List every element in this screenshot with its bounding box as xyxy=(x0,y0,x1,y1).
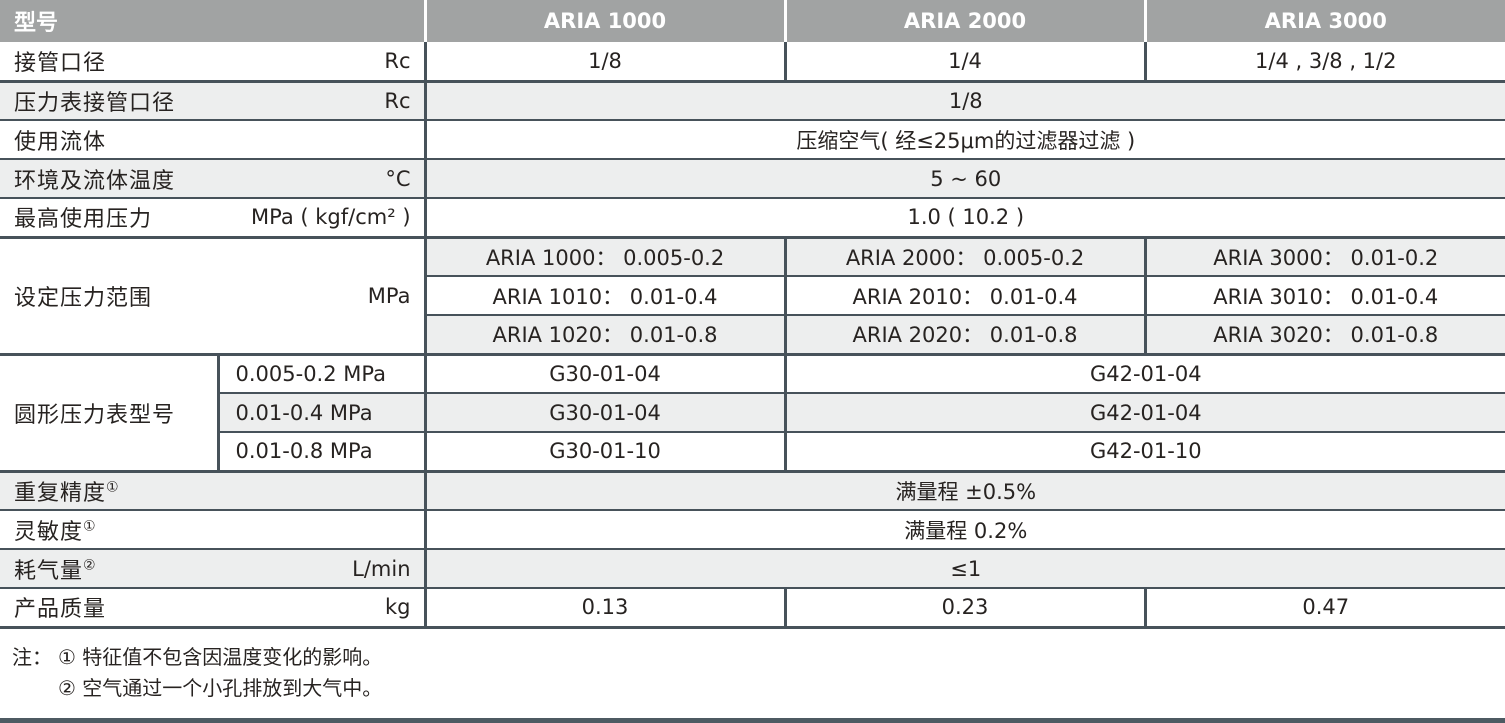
row-label: 最高使用压力 xyxy=(14,207,153,233)
row-port-size: 接管口径 Rc 1/8 1/4 1/4 , 3/8 , 1/2 xyxy=(0,42,1505,81)
footnotes: 注： ① 特征值不包含因温度变化的影响。 ② 空气通过一个小孔排放到大气中。 xyxy=(0,629,1505,719)
temperature-label-cell: 环境及流体温度 °C xyxy=(0,158,426,198)
header-model-label: 型号 xyxy=(0,0,426,42)
footnote-line-2: ② 空气通过一个小孔排放到大气中。 xyxy=(12,673,1505,704)
row-fluid: 使用流体 压缩空气( 经≤25μm的过滤器过滤 ) xyxy=(0,119,1505,159)
set-pressure-aria1020: ARIA 1020： 0.01-0.8 xyxy=(423,314,786,354)
gauge-port-value: 1/8 xyxy=(423,79,1505,120)
footnote-text-1: ① 特征值不包含因温度变化的影响。 xyxy=(58,644,383,669)
row-label: 设定压力范围 xyxy=(14,285,153,311)
row-gauge-model-1: 圆形压力表型号 0.005-0.2 MPa G30-01-04 G42-01-0… xyxy=(0,352,1505,471)
weight-aria1000: 0.13 xyxy=(423,587,786,627)
air-consumption-value: ≤1 xyxy=(423,548,1505,588)
gauge-model-range-1: 0.005-0.2 MPa xyxy=(216,352,426,393)
weight-aria2000: 0.23 xyxy=(783,587,1146,627)
row-unit: MPa xyxy=(367,283,411,308)
row-gauge-model-3: 0.01-0.8 MPa G30-01-10 G42-01-10 xyxy=(0,431,1505,471)
footnote-text-2: ② 空气通过一个小孔排放到大气中。 xyxy=(58,675,383,700)
header-col-aria-2000: ARIA 2000 xyxy=(783,0,1146,42)
table-header-row: 型号 ARIA 1000 ARIA 2000 ARIA 3000 xyxy=(0,0,1505,42)
row-set-pressure-3: ARIA 1020： 0.01-0.8 ARIA 2020： 0.01-0.8 … xyxy=(0,314,1505,354)
fluid-label-cell: 使用流体 xyxy=(0,119,426,159)
gauge-model-g30-1: G30-01-04 xyxy=(423,352,786,393)
set-pressure-label-cell: 设定压力范围 MPa xyxy=(0,235,426,354)
row-weight: 产品质量 kg 0.13 0.23 0.47 xyxy=(0,587,1505,627)
page-bottom-rule xyxy=(0,718,1505,723)
max-pressure-value: 1.0 ( 10.2 ) xyxy=(423,197,1505,237)
max-pressure-label-cell: 最高使用压力 MPa ( kgf/cm² ) xyxy=(0,197,426,237)
row-label: 压力表接管口径 xyxy=(14,90,176,116)
weight-aria3000: 0.47 xyxy=(1143,587,1505,627)
port-size-aria3000: 1/4 , 3/8 , 1/2 xyxy=(1143,42,1505,81)
note-ref-2-icon: ② xyxy=(83,557,97,574)
row-max-pressure: 最高使用压力 MPa ( kgf/cm² ) 1.0 ( 10.2 ) xyxy=(0,197,1505,237)
row-set-pressure-1: 设定压力范围 MPa ARIA 1000： 0.005-0.2 ARIA 2000… xyxy=(0,235,1505,354)
set-pressure-aria3000: ARIA 3000： 0.01-0.2 xyxy=(1143,235,1505,276)
spec-table: 型号 ARIA 1000 ARIA 2000 ARIA 3000 接管口径 Rc … xyxy=(0,0,1505,629)
gauge-model-g42-2: G42-01-04 xyxy=(783,392,1505,432)
row-label: 使用流体 xyxy=(14,129,107,155)
gauge-model-g42-3: G42-01-10 xyxy=(783,431,1505,471)
set-pressure-aria3020: ARIA 3020： 0.01-0.8 xyxy=(1143,314,1505,354)
row-unit: MPa ( kgf/cm² ) xyxy=(251,205,411,230)
row-air-consumption: 耗气量② L/min ≤1 xyxy=(0,548,1505,588)
fluid-value: 压缩空气( 经≤25μm的过滤器过滤 ) xyxy=(423,119,1505,159)
gauge-model-g30-3: G30-01-10 xyxy=(423,431,786,471)
port-size-label-cell: 接管口径 Rc xyxy=(0,42,426,81)
note-ref-1-icon: ① xyxy=(106,479,120,496)
row-label: 圆形压力表型号 xyxy=(14,402,176,428)
gauge-model-range-2: 0.01-0.4 MPa xyxy=(216,392,426,432)
repeatability-value: 满量程 ±0.5% xyxy=(423,469,1505,510)
set-pressure-aria2020: ARIA 2020： 0.01-0.8 xyxy=(783,314,1146,354)
repeatability-label-cell: 重复精度① xyxy=(0,469,426,510)
port-size-aria2000: 1/4 xyxy=(783,42,1146,81)
set-pressure-aria2000: ARIA 2000： 0.005-0.2 xyxy=(783,235,1146,276)
row-gauge-port-size: 压力表接管口径 Rc 1/8 xyxy=(0,79,1505,120)
row-label: 产品质量 xyxy=(14,597,107,623)
temperature-value: 5 ~ 60 xyxy=(423,158,1505,198)
air-consumption-label-cell: 耗气量② L/min xyxy=(0,548,426,588)
note-ref-1-icon: ① xyxy=(83,518,97,535)
gauge-model-g42-1: G42-01-04 xyxy=(783,352,1505,393)
port-size-aria1000: 1/8 xyxy=(423,42,786,81)
gauge-model-range-3: 0.01-0.8 MPa xyxy=(216,431,426,471)
row-unit: L/min xyxy=(352,556,411,581)
gauge-model-label-cell: 圆形压力表型号 xyxy=(0,352,218,471)
header-col-aria-1000: ARIA 1000 xyxy=(423,0,786,42)
row-unit: kg xyxy=(385,595,411,620)
row-gauge-model-2: 0.01-0.4 MPa G30-01-04 G42-01-04 xyxy=(0,392,1505,432)
weight-label-cell: 产品质量 kg xyxy=(0,587,426,627)
sensitivity-value: 满量程 0.2% xyxy=(423,509,1505,549)
row-unit: °C xyxy=(385,166,411,191)
set-pressure-aria1010: ARIA 1010： 0.01-0.4 xyxy=(423,275,786,315)
row-set-pressure-2: ARIA 1010： 0.01-0.4 ARIA 2010： 0.01-0.4 … xyxy=(0,275,1505,315)
gauge-model-g30-2: G30-01-04 xyxy=(423,392,786,432)
row-label: 灵敏度① xyxy=(14,518,97,545)
row-label: 接管口径 xyxy=(14,50,107,76)
row-repeatability: 重复精度① 满量程 ±0.5% xyxy=(0,469,1505,510)
row-temperature: 环境及流体温度 °C 5 ~ 60 xyxy=(0,158,1505,198)
row-sensitivity: 灵敏度① 满量程 0.2% xyxy=(0,509,1505,549)
set-pressure-aria1000: ARIA 1000： 0.005-0.2 xyxy=(423,235,786,276)
row-unit: Rc xyxy=(384,48,411,73)
gauge-port-label-cell: 压力表接管口径 Rc xyxy=(0,79,426,120)
footnote-prefix: 注： xyxy=(12,644,52,669)
row-label: 耗气量② xyxy=(14,557,97,584)
row-label: 重复精度① xyxy=(14,479,120,506)
set-pressure-aria3010: ARIA 3010： 0.01-0.4 xyxy=(1143,275,1505,315)
set-pressure-aria2010: ARIA 2010： 0.01-0.4 xyxy=(783,275,1146,315)
header-col-aria-3000: ARIA 3000 xyxy=(1143,0,1505,42)
row-label: 环境及流体温度 xyxy=(14,168,176,194)
footnote-line-1: 注： ① 特征值不包含因温度变化的影响。 xyxy=(12,642,1505,673)
sensitivity-label-cell: 灵敏度① xyxy=(0,509,426,549)
row-unit: Rc xyxy=(384,88,411,113)
